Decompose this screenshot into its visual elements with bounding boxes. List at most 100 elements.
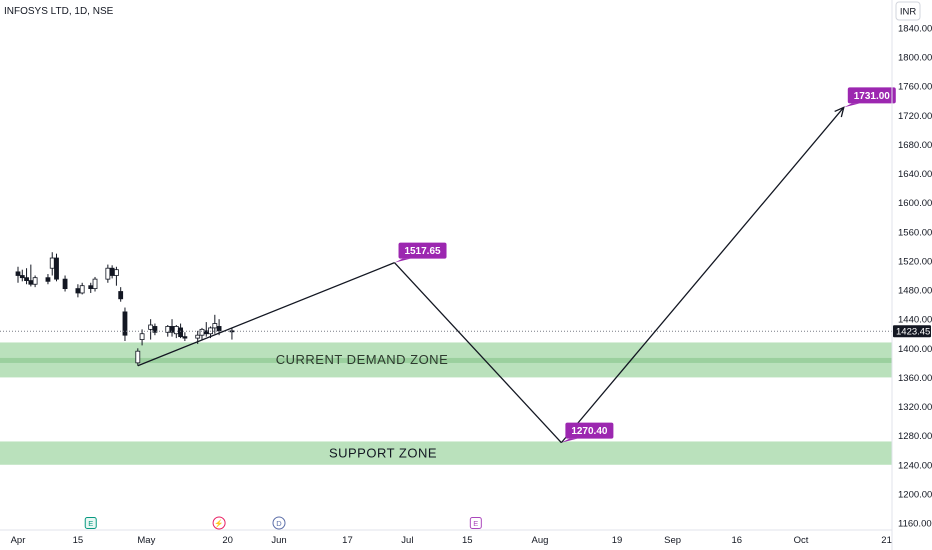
- event-badge: [84, 517, 97, 529]
- price-tick-label: 1520.00: [898, 256, 932, 267]
- candle-body: [216, 326, 222, 332]
- callout-pointer: [394, 258, 411, 263]
- candle-body: [79, 285, 85, 294]
- time-tick-label: 15: [73, 535, 84, 546]
- price-tick-label: 1440.00: [898, 315, 932, 326]
- chart-title: INFOSYS LTD, 1D, NSE: [4, 6, 114, 17]
- time-tick-label: 21: [881, 535, 892, 546]
- price-axis[interactable]: 1160.00 1200.00 1240.00 1280.00 1320.00 1360.…: [898, 24, 932, 530]
- callouts-layer: 1517.65 1270.40 1731.00: [394, 87, 896, 443]
- candle-body: [165, 326, 171, 333]
- candle-body: [148, 324, 154, 330]
- callout-pointer: [561, 438, 578, 443]
- callout-box: [398, 242, 447, 259]
- candle-body: [109, 267, 115, 276]
- price-tick-label: 1480.00: [898, 286, 932, 297]
- time-tick-label: Jul: [401, 535, 413, 546]
- candle-body: [105, 267, 111, 280]
- candle-body: [182, 336, 188, 339]
- candle-body: [54, 257, 59, 280]
- candle-body: [19, 275, 25, 279]
- projection-layer: [137, 106, 845, 444]
- candle-body: [92, 278, 98, 290]
- projection-segment: [560, 106, 845, 444]
- time-tick-label: Jun: [271, 535, 286, 546]
- candle-body: [122, 311, 128, 336]
- candle-body: [178, 327, 183, 338]
- candle-body: [199, 328, 205, 336]
- candle-body: [139, 333, 145, 340]
- event-badge: [469, 517, 482, 529]
- price-tick-label: 1560.00: [898, 227, 932, 238]
- price-tick-label: 1320.00: [898, 402, 932, 413]
- last-price-label: 1423.45: [893, 325, 931, 338]
- price-tick-label: 1160.00: [898, 519, 932, 530]
- event-badge-label: E: [473, 519, 478, 528]
- currency-label[interactable]: INR: [900, 7, 917, 18]
- support-zone-label: SUPPORT ZONE: [329, 446, 437, 461]
- price-tick-label: 1280.00: [898, 431, 932, 442]
- candle-body: [45, 277, 51, 282]
- event-badge: [272, 516, 286, 530]
- candle-body: [32, 277, 38, 285]
- projection-segment: [137, 262, 395, 367]
- candle-body: [114, 269, 119, 276]
- projection-segment: [394, 262, 562, 444]
- price-tick-label: 1360.00: [898, 373, 932, 384]
- time-tick-label: Apr: [11, 535, 26, 546]
- callout-pointer: [843, 103, 860, 108]
- event-badge-label: E: [88, 519, 93, 528]
- candle-body: [28, 280, 34, 285]
- time-tick-label: Sep: [664, 535, 681, 546]
- candle-body: [169, 326, 175, 333]
- time-tick-label: Aug: [532, 535, 549, 546]
- candle-body: [62, 278, 68, 290]
- candle-body: [173, 326, 179, 335]
- event-badges: E ⚡ D E: [84, 516, 482, 530]
- price-tick-label: 1680.00: [898, 140, 932, 151]
- time-tick-label: 20: [222, 535, 233, 546]
- event-badge-label: ⚡: [214, 519, 223, 528]
- candle-body: [135, 350, 141, 364]
- time-tick-label: Oct: [794, 535, 809, 546]
- candle-body: [195, 334, 201, 339]
- callout-box: [565, 422, 614, 439]
- candles-layer: [15, 252, 235, 366]
- price-tick-label: 1840.00: [898, 24, 932, 35]
- candle-body: [88, 285, 94, 290]
- callout-value: 1731.00: [854, 91, 891, 102]
- price-tick-label: 1400.00: [898, 344, 932, 355]
- candle-body: [24, 277, 29, 281]
- candle-body: [49, 257, 55, 269]
- candle-body: [15, 271, 21, 276]
- time-tick-label: 17: [342, 535, 353, 546]
- price-tick-label: 1640.00: [898, 169, 932, 180]
- event-badge-label: D: [276, 519, 282, 528]
- event-badge: [212, 516, 226, 530]
- time-axis[interactable]: Apr 15 May 20 Jun 17 Jul 15 Aug 19 Sep 16 Oct 21: [11, 535, 892, 546]
- price-tick-label: 1760.00: [898, 82, 932, 93]
- price-tick-label: 1240.00: [898, 460, 932, 471]
- currency-button[interactable]: INR: [895, 1, 921, 21]
- time-tick-label: 19: [612, 535, 623, 546]
- demand-zone-label: CURRENT DEMAND ZONE: [276, 352, 449, 367]
- callout-value: 1270.40: [571, 426, 608, 437]
- time-tick-label: May: [137, 535, 155, 546]
- candle-body: [152, 326, 158, 333]
- price-tick-label: 1200.00: [898, 489, 932, 500]
- last-price-value: 1423.45: [896, 327, 930, 338]
- time-tick-label: 16: [732, 535, 743, 546]
- price-tick-label: 1800.00: [898, 53, 932, 64]
- callout-value: 1517.65: [404, 246, 441, 257]
- callout-box: [847, 87, 896, 104]
- candle-body: [75, 288, 81, 294]
- candle-body: [212, 323, 218, 329]
- price-tick-label: 1720.00: [898, 111, 932, 122]
- zone-band: [0, 441, 892, 465]
- time-tick-label: 15: [462, 535, 473, 546]
- zone-midline: [0, 357, 892, 363]
- price-tick-label: 1600.00: [898, 198, 932, 209]
- zones-layer: CURRENT DEMAND ZONE SUPPORT ZONE: [0, 342, 892, 465]
